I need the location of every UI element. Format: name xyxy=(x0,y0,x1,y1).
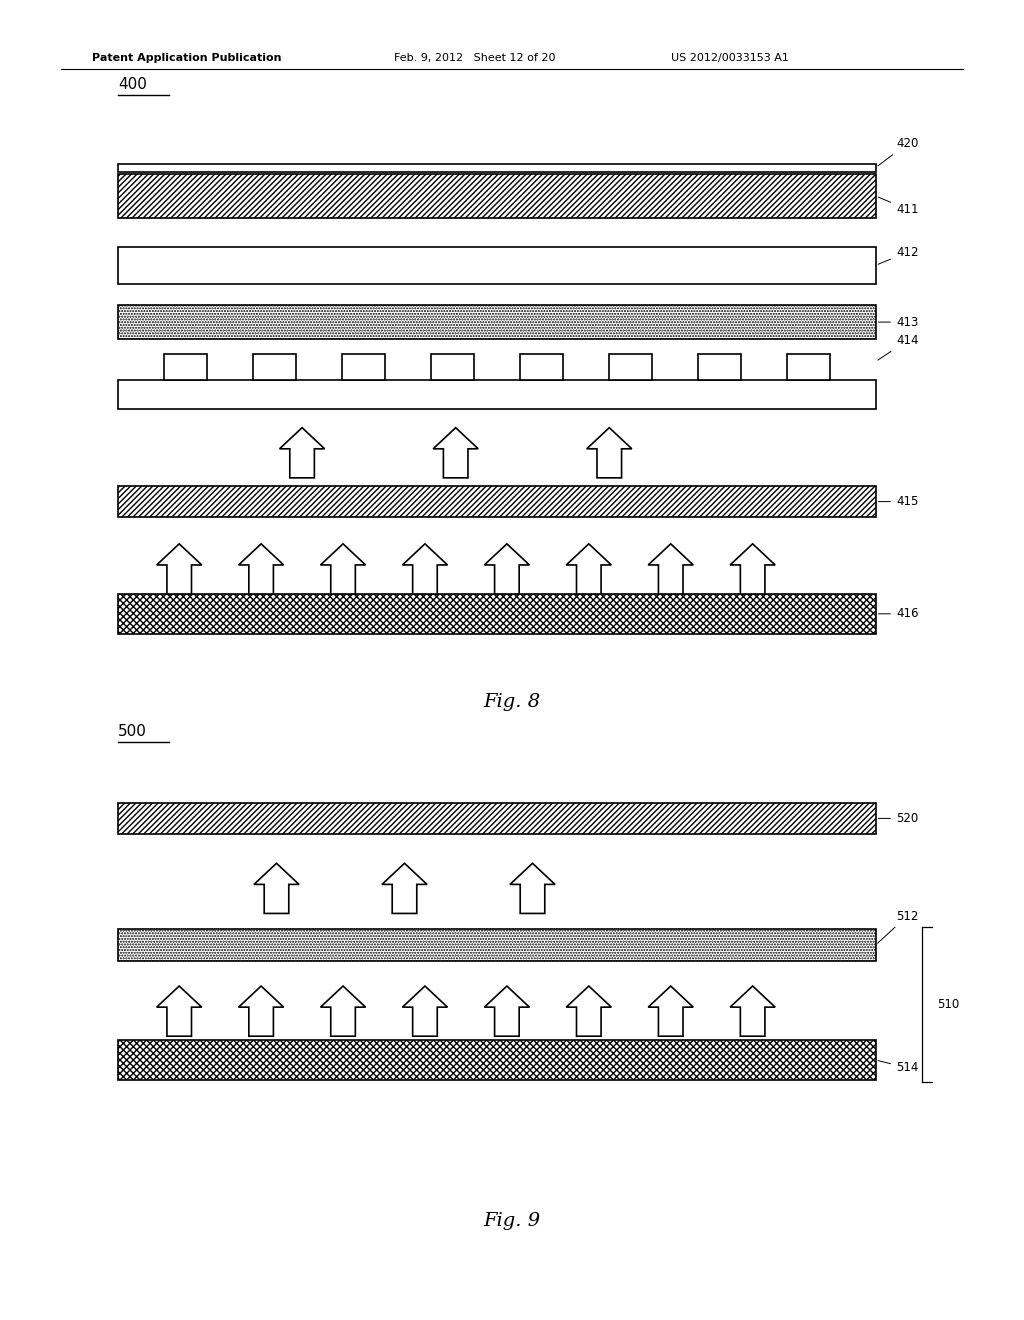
Text: Fig. 9: Fig. 9 xyxy=(483,1212,541,1230)
Text: 415: 415 xyxy=(879,495,919,508)
Polygon shape xyxy=(382,863,427,913)
Polygon shape xyxy=(321,986,366,1036)
Polygon shape xyxy=(280,428,325,478)
Text: 512: 512 xyxy=(878,909,919,944)
Polygon shape xyxy=(730,544,775,594)
Bar xyxy=(118,486,876,517)
Polygon shape xyxy=(648,986,693,1036)
Polygon shape xyxy=(239,986,284,1036)
Polygon shape xyxy=(648,544,693,594)
Polygon shape xyxy=(730,986,775,1036)
Text: 400: 400 xyxy=(118,78,146,92)
Bar xyxy=(118,1040,876,1080)
Polygon shape xyxy=(239,544,284,594)
Text: 520: 520 xyxy=(879,812,919,825)
Bar xyxy=(118,380,876,409)
Bar xyxy=(519,354,562,380)
Polygon shape xyxy=(587,428,632,478)
Polygon shape xyxy=(484,986,529,1036)
Text: 416: 416 xyxy=(879,607,919,620)
Text: 414: 414 xyxy=(878,334,919,360)
Bar xyxy=(253,354,296,380)
Bar xyxy=(118,594,876,634)
Polygon shape xyxy=(484,544,529,594)
Bar xyxy=(164,354,207,380)
Bar xyxy=(118,803,876,834)
Polygon shape xyxy=(433,428,478,478)
Bar xyxy=(118,247,876,284)
Text: 413: 413 xyxy=(879,315,919,329)
Bar xyxy=(118,164,876,172)
Text: 514: 514 xyxy=(879,1061,919,1074)
Bar xyxy=(608,354,651,380)
Text: 500: 500 xyxy=(118,725,146,739)
Polygon shape xyxy=(157,544,202,594)
Text: 411: 411 xyxy=(879,197,919,215)
Polygon shape xyxy=(402,986,447,1036)
Text: 510: 510 xyxy=(937,998,959,1011)
Bar xyxy=(118,929,876,961)
Polygon shape xyxy=(321,544,366,594)
Polygon shape xyxy=(510,863,555,913)
Bar xyxy=(697,354,740,380)
Polygon shape xyxy=(402,544,447,594)
Polygon shape xyxy=(566,544,611,594)
Text: Feb. 9, 2012   Sheet 12 of 20: Feb. 9, 2012 Sheet 12 of 20 xyxy=(394,53,556,63)
Bar xyxy=(431,354,474,380)
Polygon shape xyxy=(157,986,202,1036)
Text: Patent Application Publication: Patent Application Publication xyxy=(92,53,282,63)
Bar xyxy=(118,174,876,218)
Polygon shape xyxy=(254,863,299,913)
Bar xyxy=(342,354,385,380)
Bar xyxy=(786,354,829,380)
Polygon shape xyxy=(566,986,611,1036)
Text: US 2012/0033153 A1: US 2012/0033153 A1 xyxy=(671,53,788,63)
Bar xyxy=(118,305,876,339)
Text: Fig. 8: Fig. 8 xyxy=(483,693,541,711)
Text: 420: 420 xyxy=(878,137,919,166)
Text: 412: 412 xyxy=(879,246,919,264)
